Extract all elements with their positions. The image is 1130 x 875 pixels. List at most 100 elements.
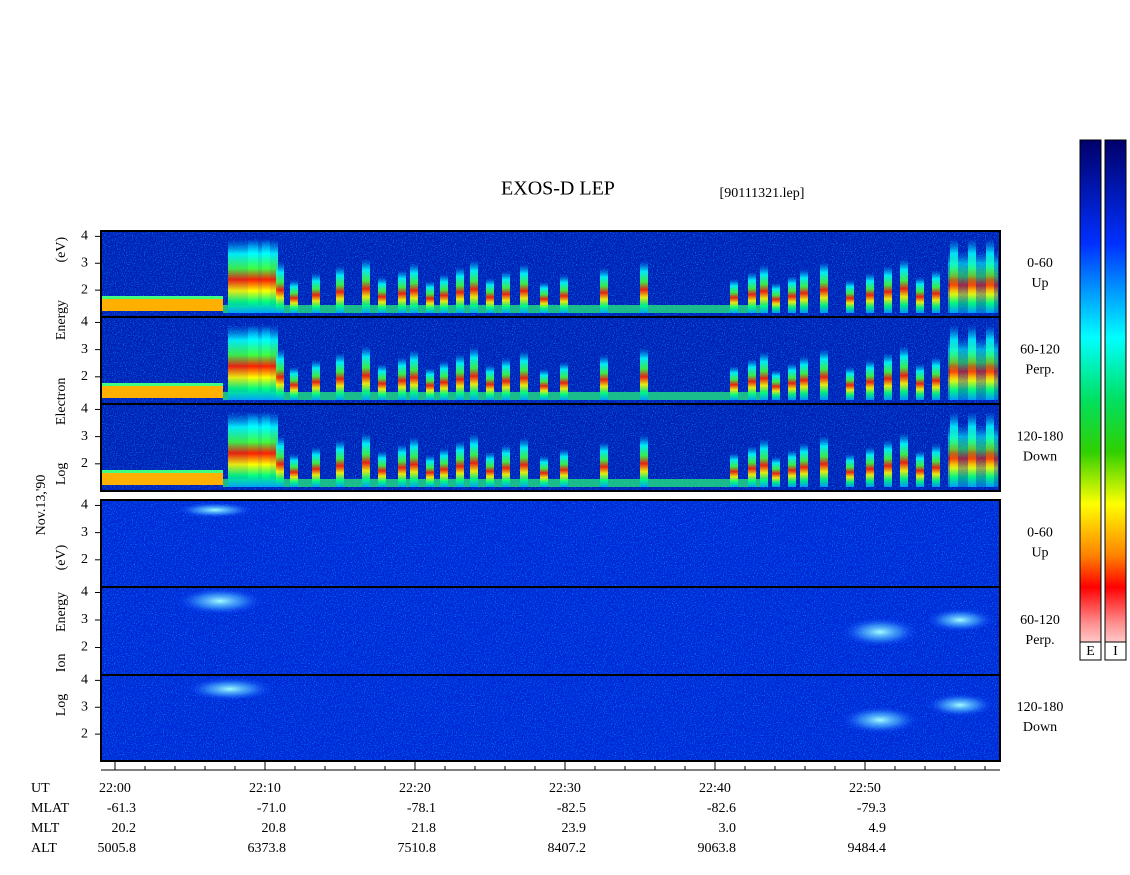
electron-burst: [948, 424, 998, 487]
electron-burst: [600, 268, 608, 313]
electron-burst: [362, 259, 370, 313]
ephemeris-value: 9484.4: [848, 841, 887, 856]
ephemeris-value: 4.9: [869, 821, 887, 836]
low-energy-band: [101, 383, 223, 386]
y-tick-label: 2: [81, 552, 88, 567]
electron-burst: [772, 457, 780, 487]
ephemeris-value: 3.0: [719, 821, 737, 836]
electron-burst: [560, 449, 568, 487]
y-tick-label: 2: [81, 640, 88, 655]
y-tick-label: 4: [81, 402, 88, 417]
x-tick-label: 22:40: [699, 781, 731, 796]
electron-burst: [398, 270, 406, 313]
electron-burst: [540, 282, 548, 313]
ephemeris-label: MLT: [31, 821, 60, 836]
low-energy-band: [223, 305, 768, 313]
electron-burst: [916, 364, 924, 400]
electron-burst: [788, 450, 796, 487]
electron-burst: [948, 251, 998, 313]
y-tick-label: 4: [81, 229, 88, 244]
low-energy-band: [101, 470, 223, 473]
y-tick-label: 4: [81, 585, 88, 600]
x-tick-label: 22:30: [549, 781, 581, 796]
electron-burst: [800, 443, 808, 487]
electron-burst: [410, 437, 418, 487]
ion-flux: [925, 693, 995, 717]
electron-burst: [276, 349, 284, 400]
electron-burst: [470, 347, 478, 400]
electron-burst: [486, 278, 494, 313]
electron-burst: [262, 412, 270, 487]
electron-burst: [772, 283, 780, 313]
electron-burst: [336, 440, 344, 487]
electron-burst: [866, 273, 874, 313]
y-tick-label: 3: [81, 612, 88, 627]
panel-direction: Perp.: [1025, 363, 1054, 378]
electron-burst: [470, 260, 478, 313]
electron-burst: [866, 360, 874, 400]
electron-burst: [730, 366, 738, 400]
ephemeris-value: -61.3: [107, 801, 136, 816]
electron-burst: [276, 262, 284, 313]
electron-burst: [800, 269, 808, 313]
spectrogram-noise: [101, 500, 1000, 587]
y-tick-label: 4: [81, 673, 88, 688]
electron-burst: [362, 433, 370, 487]
x-tick-label: 22:20: [399, 781, 431, 796]
ephemeris-value: 9063.8: [698, 841, 737, 856]
panel-direction: Down: [1023, 450, 1057, 465]
ephemeris-value: -79.3: [857, 801, 886, 816]
electron-burst: [820, 349, 828, 400]
electron-burst: [426, 368, 434, 400]
electron-burst: [760, 439, 768, 487]
electron-burst: [362, 346, 370, 400]
low-energy-band: [101, 473, 223, 485]
ephemeris-value: 5005.8: [98, 841, 137, 856]
x-tick-label: 22:00: [99, 781, 131, 796]
electron-burst: [884, 266, 892, 313]
ephemeris-label: ALT: [31, 841, 57, 856]
electron-burst: [426, 455, 434, 487]
ephemeris-value: 6373.8: [248, 841, 287, 856]
x-tick-label: 22:10: [249, 781, 281, 796]
ephemeris-value: 8407.2: [548, 841, 587, 856]
electron-burst: [290, 280, 298, 313]
low-energy-band: [223, 392, 768, 400]
ephemeris-value: 23.9: [562, 821, 587, 836]
x-tick-label: 22:50: [849, 781, 881, 796]
electron-burst: [932, 444, 940, 487]
electron-burst: [262, 325, 270, 400]
ephemeris-value: 21.8: [412, 821, 437, 836]
date-label: Nov.13,'90: [34, 475, 49, 536]
color-bar-label: I: [1113, 644, 1118, 659]
electron-burst: [398, 444, 406, 487]
electron-burst: [520, 264, 528, 313]
electron-burst: [820, 262, 828, 313]
electron-burst: [600, 442, 608, 487]
low-energy-band: [101, 296, 223, 299]
ephemeris-value: -82.5: [557, 801, 586, 816]
electron-burst: [900, 346, 908, 400]
electron-burst: [884, 353, 892, 400]
electron-burst: [730, 453, 738, 487]
electron-burst: [378, 364, 386, 400]
low-energy-band: [101, 386, 223, 398]
electron-burst: [640, 348, 648, 400]
y-tick-label: 2: [81, 282, 88, 297]
y-tick-label: 3: [81, 255, 88, 270]
electron-burst: [948, 337, 998, 400]
electron-burst: [486, 365, 494, 400]
electron-burst: [788, 276, 796, 313]
color-bar-label-box: [1079, 641, 1102, 661]
electron-burst: [800, 356, 808, 400]
ephemeris-value: -78.1: [407, 801, 436, 816]
electron-burst: [456, 267, 464, 313]
ephemeris-value: 20.8: [262, 821, 287, 836]
electron-burst: [932, 357, 940, 400]
electron-burst: [440, 274, 448, 313]
electron-burst: [290, 454, 298, 487]
ephemeris-label: MLAT: [31, 801, 70, 816]
electron-burst: [884, 440, 892, 487]
electron-burst: [540, 456, 548, 487]
